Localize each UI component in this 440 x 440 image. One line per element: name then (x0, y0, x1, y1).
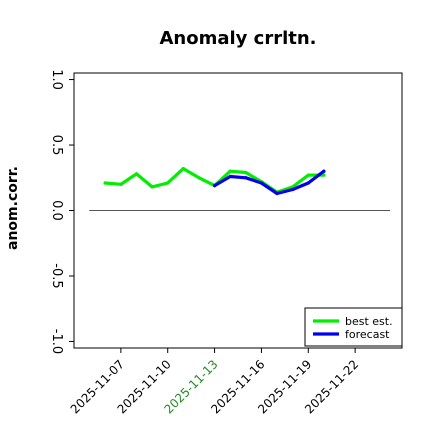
legend-label: forecast (345, 328, 390, 341)
series-0-point (244, 170, 248, 175)
series-0-point (134, 172, 139, 176)
legend-box (304, 307, 403, 347)
series-0-point (150, 185, 154, 189)
series-0-point (103, 181, 107, 185)
series-1-point (244, 176, 248, 180)
legend-label: best est. (345, 315, 393, 328)
series-line-1 (213, 169, 326, 196)
series-1-point (259, 181, 264, 185)
y-tick-label: -0.5 (49, 263, 64, 288)
y-axis-label: anom.corr. (5, 166, 21, 250)
series-0-point (166, 181, 170, 185)
series-1-point (322, 169, 326, 173)
series-1-point (306, 181, 310, 185)
y-tick-label: 0.5 (49, 135, 64, 156)
series-0-point (228, 169, 232, 173)
chart-title: Anomaly crrltn. (159, 28, 316, 49)
y-tick-label: 1.0 (49, 69, 64, 90)
series-1-point (228, 174, 232, 179)
chart-marks: -1.0-0.50.00.51.02025-11-072025-11-10202… (49, 69, 403, 416)
y-tick-label: -1.0 (49, 329, 64, 354)
series-0-point (181, 166, 185, 171)
series-1-point (212, 184, 217, 188)
y-tick-label: 0.0 (49, 200, 64, 221)
series-1-point (291, 187, 295, 192)
legend: best est.forecast (304, 307, 403, 347)
series-0-point (197, 176, 201, 180)
series-0-point (306, 173, 310, 177)
series-0-point (119, 182, 123, 186)
series-1-point (275, 191, 279, 196)
series-0-point (322, 173, 326, 177)
